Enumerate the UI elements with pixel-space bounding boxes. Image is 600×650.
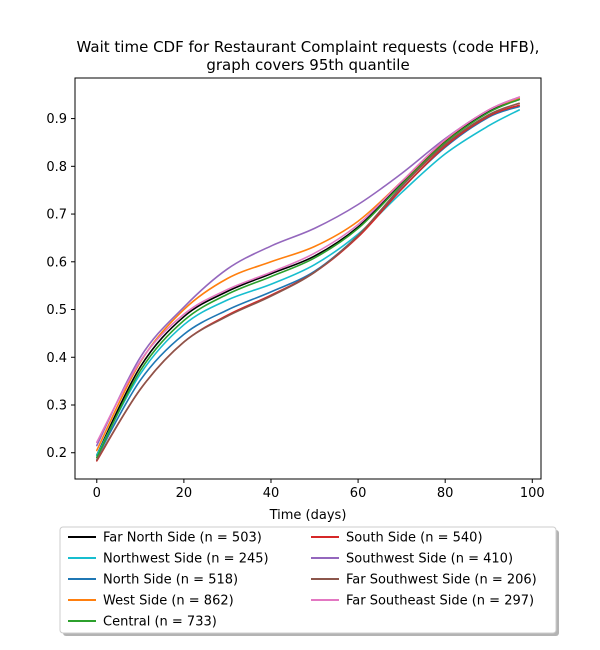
chart-title: Wait time CDF for Restaurant Complaint r… xyxy=(77,38,540,56)
series-line xyxy=(95,105,521,459)
series-line xyxy=(95,96,521,447)
legend-entries: Far North Side (n = 503) Northwest Side (… xyxy=(68,531,537,630)
legend: Far North Side (n = 503) Northwest Side (… xyxy=(59,526,559,636)
x-tick-label: 0 xyxy=(93,486,101,501)
legend-label: Central (n = 733) xyxy=(103,615,217,630)
y-tick-label: 0.5 xyxy=(46,303,67,318)
y-tick-label: 0.6 xyxy=(46,255,67,270)
legend-box xyxy=(59,526,557,634)
x-tick-label: 60 xyxy=(350,486,367,501)
legend-label: Northwest Side (n = 245) xyxy=(103,552,269,567)
x-tick-label: 40 xyxy=(263,486,280,501)
y-tick-label: 0.8 xyxy=(46,160,67,175)
legend-label: Far North Side (n = 503) xyxy=(103,531,262,546)
legend-label: Southwest Side (n = 410) xyxy=(346,552,513,567)
legend-label: West Side (n = 862) xyxy=(103,594,234,609)
x-tick-label: 20 xyxy=(176,486,193,501)
series-line xyxy=(95,96,521,444)
legend-label: North Side (n = 518) xyxy=(103,573,238,588)
x-tick-label: 100 xyxy=(520,486,545,501)
series-line xyxy=(95,102,521,461)
legend-label: Far Southwest Side (n = 206) xyxy=(346,573,537,588)
series-layer xyxy=(95,96,521,462)
axes-layer: 0 20 40 60 80 100 0.2 0.3 0.4 0.5 0.6 0.7 0.8 0.9 xyxy=(46,112,544,501)
series-line xyxy=(95,104,521,462)
y-tick-label: 0.7 xyxy=(46,208,67,223)
x-tick-label: 80 xyxy=(437,486,454,501)
x-axis-label: Time (days) xyxy=(269,508,347,523)
y-tick-label: 0.4 xyxy=(46,351,67,366)
y-tick-label: 0.3 xyxy=(46,399,67,414)
plot-frame xyxy=(74,77,542,480)
legend-label: Far Southeast Side (n = 297) xyxy=(346,594,534,609)
chart-subtitle: graph covers 95th quantile xyxy=(206,56,409,74)
series-line xyxy=(95,109,521,456)
legend-label: South Side (n = 540) xyxy=(346,531,483,546)
y-tick-label: 0.9 xyxy=(46,112,67,127)
y-tick-label: 0.2 xyxy=(46,446,67,461)
series-line xyxy=(95,98,521,459)
